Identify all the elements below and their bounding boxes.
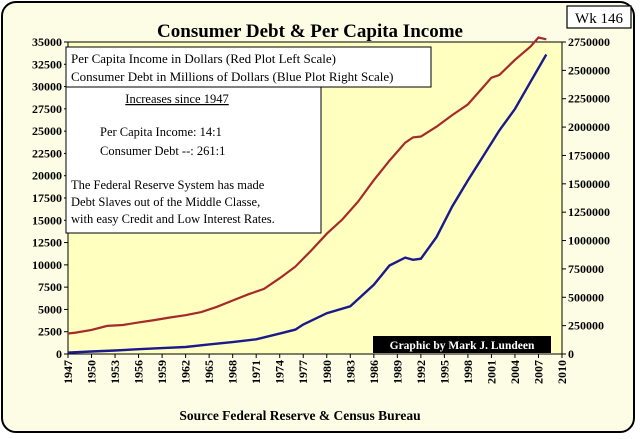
x-tick-label: 1956 [132, 360, 146, 384]
legend-line-income: Per Capita Income in Dollars (Red Plot L… [71, 51, 336, 66]
series-line-per-capita-income [67, 36, 547, 335]
x-tick-label: 1989 [390, 360, 404, 384]
notes-box [65, 86, 322, 234]
x-axis-ticks: 1947 1950 1953 1956 1959 1962 1965 1968 1971 1974… [61, 354, 569, 384]
notes-heading: Increases since 1947 [125, 92, 228, 106]
right-tick-label: 2750000 [568, 35, 610, 49]
x-tick-label: 1983 [343, 360, 357, 384]
left-tick-label: 32500 [32, 57, 62, 71]
right-tick-label: 250000 [568, 319, 604, 333]
left-tick-label: 7500 [38, 280, 62, 294]
chart-title: Consumer Debt & Per Capita Income [157, 21, 463, 42]
left-axis-ticks: 0 2500 5000 7500 10000 12500 15000 17500 20000 22… [32, 35, 68, 361]
left-tick-label: 15000 [32, 213, 62, 227]
left-tick-label: 12500 [32, 236, 62, 250]
x-tick-label: 1986 [367, 360, 381, 384]
left-tick-label: 17500 [32, 191, 62, 205]
x-tick-label: 2010 [555, 360, 569, 384]
note-line-3: with easy Credit and Low Interest Rates. [71, 212, 275, 226]
x-tick-label: 1947 [61, 360, 75, 384]
x-tick-label: 1998 [461, 360, 475, 384]
right-tick-label: 1250000 [568, 205, 610, 219]
week-badge-label: Wk 146 [575, 11, 623, 27]
note-line-1: The Federal Reserve System has made [71, 178, 265, 192]
left-tick-label: 2500 [38, 325, 62, 339]
x-tick-label: 1995 [437, 360, 451, 384]
left-tick-label: 25000 [32, 124, 62, 138]
x-tick-label: 1950 [85, 360, 99, 384]
x-tick-label: 2001 [484, 360, 498, 384]
legend-line-debt: Consumer Debt in Millions of Dollars (Bl… [71, 69, 393, 84]
x-tick-label: 2004 [508, 360, 522, 384]
right-tick-label: 2000000 [568, 120, 610, 134]
right-tick-label: 2500000 [568, 63, 610, 77]
left-tick-label: 20000 [32, 169, 62, 183]
right-tick-label: 1000000 [568, 234, 610, 248]
series-line-consumer-debt [67, 53, 548, 354]
x-tick-label: 1959 [155, 360, 169, 384]
right-tick-label: 1750000 [568, 148, 610, 162]
left-tick-label: 5000 [38, 302, 62, 316]
stat-debt-ratio: Consumer Debt --: 261:1 [100, 144, 225, 158]
right-tick-label: 500000 [568, 290, 604, 304]
left-tick-label: 0 [56, 347, 62, 361]
right-tick-label: 1500000 [568, 177, 610, 191]
left-tick-label: 35000 [32, 35, 62, 49]
credit-banner [373, 336, 551, 353]
note-line-2: Debt Slaves out of the Middle Classe, [71, 195, 260, 209]
stat-income-ratio: Per Capita Income: 14:1 [100, 125, 222, 139]
right-axis-ticks: 0 250000 500000 750000 1000000 1250000 1500000… [562, 35, 610, 361]
left-tick-label: 22500 [32, 146, 62, 160]
x-tick-label: 1962 [179, 360, 193, 384]
x-tick-label: 1971 [249, 360, 263, 384]
x-tick-label: 2007 [531, 360, 545, 384]
x-tick-label: 1953 [108, 360, 122, 384]
x-tick-label: 1980 [320, 360, 334, 384]
week-badge [566, 5, 632, 29]
credit-text: Graphic by Mark J. Lundeen [390, 340, 535, 352]
x-tick-label: 1965 [202, 360, 216, 384]
left-tick-label: 30000 [32, 80, 62, 94]
x-tick-label: 1968 [226, 360, 240, 384]
x-axis-source-label: Source Federal Reserve & Census Bureau [179, 408, 421, 423]
left-tick-label: 27500 [32, 102, 62, 116]
x-tick-label: 1977 [296, 360, 310, 384]
x-tick-label: 1974 [273, 360, 287, 384]
left-tick-label: 10000 [32, 258, 62, 272]
legend-box: Per Capita Income in Dollars (Red Plot L… [65, 46, 432, 234]
legend-header-box [65, 46, 432, 88]
right-tick-label: 750000 [568, 262, 604, 276]
right-tick-label: 2250000 [568, 92, 610, 106]
x-tick-label: 1992 [414, 360, 428, 384]
right-tick-label: 0 [568, 347, 574, 361]
